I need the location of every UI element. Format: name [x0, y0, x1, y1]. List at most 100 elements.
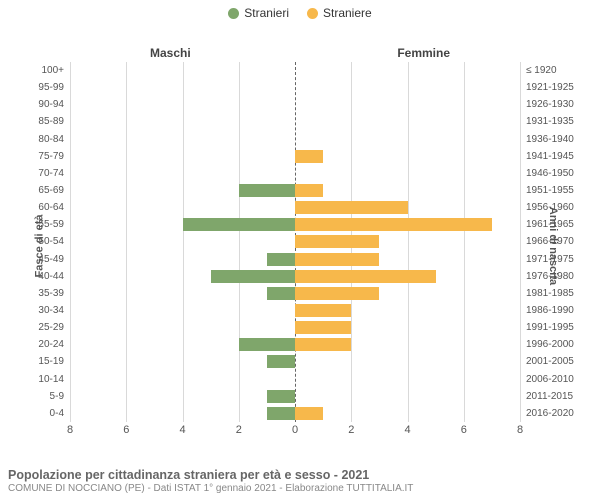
age-row: 10-142006-2010 — [70, 371, 520, 388]
birth-label: 1961-1965 — [520, 219, 574, 230]
age-label: 60-64 — [38, 202, 70, 213]
bar-female — [295, 235, 379, 248]
birth-label: 1996-2000 — [520, 339, 574, 350]
bar-male — [239, 338, 295, 351]
chart-footer: Popolazione per cittadinanza straniera p… — [8, 468, 413, 494]
age-label: 35-39 — [38, 288, 70, 299]
birth-label: 2011-2015 — [520, 391, 573, 402]
legend-male-swatch — [228, 8, 239, 19]
age-row: 100+≤ 1920 — [70, 62, 520, 79]
age-row: 85-891931-1935 — [70, 113, 520, 130]
bar-female — [295, 407, 323, 420]
age-row: 90-941926-1930 — [70, 96, 520, 113]
age-label: 50-54 — [38, 236, 70, 247]
x-tick: 8 — [67, 424, 73, 436]
bar-male — [183, 218, 296, 231]
bar-female — [295, 321, 351, 334]
age-row: 40-441976-1980 — [70, 268, 520, 285]
legend-male: Stranieri — [228, 6, 289, 20]
age-row: 50-541966-1970 — [70, 233, 520, 250]
age-row: 80-841936-1940 — [70, 131, 520, 148]
bar-male — [239, 184, 295, 197]
bar-female — [295, 304, 351, 317]
birth-label: 1976-1980 — [520, 271, 574, 282]
legend-female-label: Straniere — [323, 6, 372, 20]
age-label: 100+ — [41, 65, 70, 76]
age-label: 90-94 — [38, 99, 70, 110]
legend-female-swatch — [307, 8, 318, 19]
age-row: 95-991921-1925 — [70, 79, 520, 96]
age-row: 70-741946-1950 — [70, 165, 520, 182]
age-row: 20-241996-2000 — [70, 336, 520, 353]
birth-label: 1926-1930 — [520, 99, 574, 110]
age-label: 30-34 — [38, 305, 70, 316]
age-label: 45-49 — [38, 254, 70, 265]
bar-male — [267, 390, 295, 403]
age-label: 10-14 — [38, 374, 70, 385]
age-row: 60-641956-1960 — [70, 199, 520, 216]
birth-label: 1941-1945 — [520, 151, 574, 162]
birth-label: 1956-1960 — [520, 202, 574, 213]
bar-male — [211, 270, 295, 283]
legend: Stranieri Straniere — [0, 0, 600, 20]
birth-label: 1921-1925 — [520, 82, 574, 93]
age-row: 15-192001-2005 — [70, 353, 520, 370]
age-row: 55-591961-1965 — [70, 216, 520, 233]
age-label: 15-19 — [38, 356, 70, 367]
bar-female — [295, 287, 379, 300]
age-row: 5-92011-2015 — [70, 388, 520, 405]
bar-male — [267, 253, 295, 266]
bar-female — [295, 218, 492, 231]
x-tick: 0 — [292, 424, 298, 436]
x-tick: 6 — [123, 424, 129, 436]
age-label: 5-9 — [50, 391, 70, 402]
chart: Maschi Femmine Fasce di età Anni di nasc… — [0, 20, 600, 450]
age-label: 80-84 — [38, 134, 70, 145]
age-row: 0-42016-2020 — [70, 405, 520, 422]
birth-label: 2001-2005 — [520, 356, 574, 367]
birth-label: 2006-2010 — [520, 374, 574, 385]
bar-female — [295, 201, 408, 214]
age-row: 30-341986-1990 — [70, 302, 520, 319]
birth-label: 1981-1985 — [520, 288, 574, 299]
birth-label: ≤ 1920 — [520, 65, 557, 76]
column-header-female: Femmine — [397, 46, 450, 60]
age-row: 35-391981-1985 — [70, 285, 520, 302]
bar-male — [267, 355, 295, 368]
plot-area: 100+≤ 192095-991921-192590-941926-193085… — [70, 62, 520, 422]
birth-label: 1966-1970 — [520, 236, 574, 247]
birth-label: 1946-1950 — [520, 168, 574, 179]
age-label: 55-59 — [38, 219, 70, 230]
age-label: 40-44 — [38, 271, 70, 282]
age-row: 75-791941-1945 — [70, 148, 520, 165]
x-tick: 8 — [517, 424, 523, 436]
chart-title: Popolazione per cittadinanza straniera p… — [8, 468, 413, 482]
chart-subtitle: COMUNE DI NOCCIANO (PE) - Dati ISTAT 1° … — [8, 483, 413, 494]
birth-label: 1931-1935 — [520, 116, 574, 127]
bar-female — [295, 253, 379, 266]
x-tick: 2 — [236, 424, 242, 436]
x-axis: 0 2 2 4 4 6 6 8 8 — [70, 424, 520, 438]
age-row: 45-491971-1975 — [70, 251, 520, 268]
age-label: 20-24 — [38, 339, 70, 350]
birth-label: 1951-1955 — [520, 185, 574, 196]
age-label: 0-4 — [50, 408, 70, 419]
birth-label: 1991-1995 — [520, 322, 574, 333]
x-tick: 2 — [348, 424, 354, 436]
legend-male-label: Stranieri — [244, 6, 289, 20]
age-label: 65-69 — [38, 185, 70, 196]
column-header-male: Maschi — [150, 46, 191, 60]
birth-label: 1971-1975 — [520, 254, 574, 265]
age-label: 75-79 — [38, 151, 70, 162]
x-tick: 4 — [179, 424, 185, 436]
age-row: 65-691951-1955 — [70, 182, 520, 199]
x-tick: 4 — [404, 424, 410, 436]
bar-male — [267, 287, 295, 300]
bar-female — [295, 150, 323, 163]
birth-label: 1936-1940 — [520, 134, 574, 145]
birth-label: 1986-1990 — [520, 305, 574, 316]
bar-female — [295, 338, 351, 351]
x-tick: 6 — [461, 424, 467, 436]
age-label: 25-29 — [38, 322, 70, 333]
age-label: 70-74 — [38, 168, 70, 179]
